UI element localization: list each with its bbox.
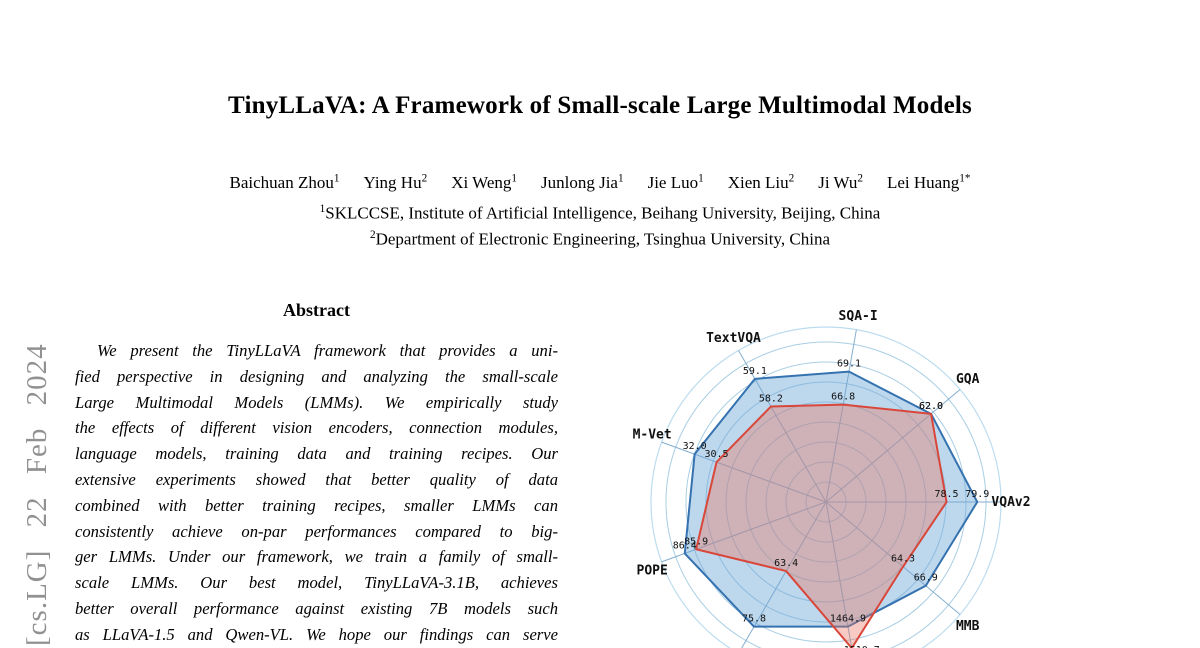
radar-value-label-SQA-I-blue: 69.1 xyxy=(837,359,861,370)
paper-title: TinyLLaVA: A Framework of Small-scale La… xyxy=(228,92,972,119)
radar-value-label-POPE-blue: 86.4 xyxy=(673,540,697,551)
radar-value-label-VQAv2-red: 78.5 xyxy=(935,489,959,500)
abstract-heading: Abstract xyxy=(283,300,350,320)
radar-axis-label-M-Vet: M-Vet xyxy=(633,428,672,443)
author-name: Baichuan Zhou xyxy=(229,172,334,192)
authors-row: Baichuan Zhou1 Ying Hu2 Xi Weng1 Junlong Ji… xyxy=(30,172,1170,193)
radar-axis-label-VQAv2: VQAv2 xyxy=(991,495,1030,510)
abstract-line: scale LMMs. Our best model, TinyLLaVA-3.… xyxy=(75,573,558,593)
author-superscript: 1 xyxy=(333,172,340,184)
arxiv-watermark: [cs.LG] 22 Feb 2024 xyxy=(21,343,53,646)
author: Jie Luo1 xyxy=(647,172,704,192)
author-name: Ying Hu xyxy=(363,172,422,192)
radar-chart: 69.1 62.0 79.9 66.9 1464.9 75.8 86.4 32.0 59.1 66… xyxy=(633,309,1031,648)
radar-axis-label-MMB: MMB xyxy=(956,619,980,634)
radar-value-label-LLaVA-W-red: 63.4 xyxy=(774,558,798,569)
radar-value-label-LLaVA-W-blue: 75.8 xyxy=(742,614,766,625)
abstract-line: combined with better training recipes, s… xyxy=(75,495,558,515)
radar-value-label-GQA-red: 62.0 xyxy=(919,401,943,412)
radar-spoke xyxy=(661,501,827,563)
abstract-line: extensive experiments showed that better… xyxy=(75,469,558,489)
affiliation-line-1: 1SKLCCSE, Institute of Artificial Intell… xyxy=(40,203,1160,224)
radar-value-label-MMB-blue: 66.9 xyxy=(914,573,938,584)
radar-value-label-MME-red: 1510.7 xyxy=(844,645,880,648)
radar-axis-label-SQA-I: SQA-I xyxy=(839,309,878,324)
radar-spoke xyxy=(738,350,827,503)
author-superscript: 1 xyxy=(698,172,704,184)
affiliation-text: SKLCCSE, Institute of Artificial Intelli… xyxy=(325,203,881,223)
abstract-line: the effects of different vision encoders… xyxy=(75,418,558,438)
radar-value-label-M-Vet-blue: 32.0 xyxy=(683,441,707,452)
author: Junlong Jia1 xyxy=(540,172,624,192)
radar-value-label-M-Vet-red: 30.5 xyxy=(704,449,728,460)
abstract-section: Abstract We present the TinyLLaVA framew… xyxy=(75,300,558,648)
radar-series-red-polygon xyxy=(695,403,948,648)
author: Ying Hu2 xyxy=(363,172,428,192)
author-superscript: 2 xyxy=(857,172,863,184)
radar-axis-label-GQA: GQA xyxy=(956,372,980,387)
author-name: Xi Weng xyxy=(451,172,512,192)
radar-spoke xyxy=(825,329,857,503)
radar-value-label-POPE-red: 85.9 xyxy=(684,536,708,547)
author-name: Jie Luo xyxy=(647,172,699,192)
abstract-line: better overall performance against exist… xyxy=(75,598,558,618)
abstract-text: We present the TinyLLaVA framework that … xyxy=(75,338,558,648)
abstract-line: ger LMMs. Under our framework, we train … xyxy=(75,547,558,567)
author-superscript: 2 xyxy=(421,172,428,184)
radar-spoke xyxy=(825,389,961,503)
radar-spoke xyxy=(825,501,961,615)
author: Xien Liu2 xyxy=(727,172,795,192)
radar-series-blue-polygon xyxy=(683,370,979,628)
author-superscript: 1* xyxy=(959,172,971,184)
radar-value-label-MMB-red: 64.3 xyxy=(891,554,915,565)
radar-spoke xyxy=(661,441,827,503)
radar-spoke xyxy=(741,501,827,648)
affiliation-line-2: 2Department of Electronic Engineering, T… xyxy=(40,229,1160,250)
radar-value-label-TextVQA-blue: 59.1 xyxy=(743,366,767,377)
affiliation-superscript: 1 xyxy=(319,203,326,215)
radar-value-label-GQA-blue: 62.0 xyxy=(919,401,943,412)
author: Baichuan Zhou1 xyxy=(229,172,340,192)
radar-value-label-TextVQA-red: 58.2 xyxy=(759,394,783,405)
abstract-line: as LLaVA-1.5 and Qwen-VL. We hope our fi… xyxy=(75,624,558,644)
author-superscript: 2 xyxy=(788,172,795,184)
radar-axis-label-POPE: POPE xyxy=(637,563,668,578)
author: Xi Weng1 xyxy=(451,172,517,192)
author-name: Xien Liu xyxy=(727,172,789,192)
author-name: Lei Huang xyxy=(887,172,960,192)
affiliation-text: Department of Electronic Engineering, Ts… xyxy=(375,229,830,249)
abstract-line: language models, training data and train… xyxy=(75,444,558,464)
radar-value-label-VQAv2-blue: 79.9 xyxy=(965,489,989,500)
affiliation-superscript: 2 xyxy=(370,229,376,241)
author-name: Ji Wu xyxy=(818,172,858,192)
abstract-line: fied perspective in designing and analyz… xyxy=(75,366,558,386)
radar-value-label-SQA-I-red: 66.8 xyxy=(831,392,855,403)
author: Ji Wu2 xyxy=(818,172,863,192)
abstract-line: consistently achieve on-par performances… xyxy=(75,521,558,541)
radar-spoke xyxy=(825,501,853,648)
author-superscript: 1 xyxy=(511,172,517,184)
author-name: Junlong Jia xyxy=(540,172,618,192)
abstract-line: We present the TinyLLaVA framework that … xyxy=(97,341,558,360)
author-superscript: 1 xyxy=(617,172,624,184)
abstract-line: Large Multimodal Models (LMMs). We empir… xyxy=(75,392,558,412)
author: Lei Huang1* xyxy=(887,172,971,192)
radar-axis-label-TextVQA: TextVQA xyxy=(706,331,761,346)
radar-value-label-MME-blue: 1464.9 xyxy=(830,614,866,625)
